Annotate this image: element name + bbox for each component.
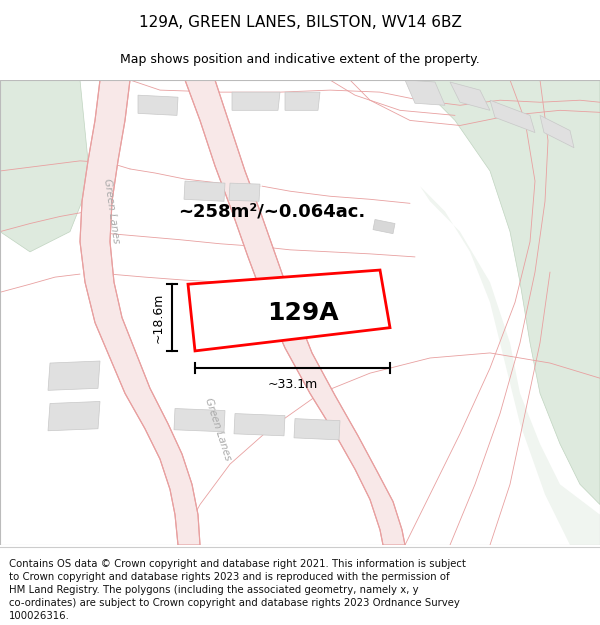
Text: ~18.6m: ~18.6m	[151, 292, 164, 342]
Polygon shape	[540, 116, 574, 148]
Polygon shape	[450, 82, 490, 111]
Text: to Crown copyright and database rights 2023 and is reproduced with the permissio: to Crown copyright and database rights 2…	[9, 572, 449, 582]
Text: 129A: 129A	[268, 301, 339, 325]
Polygon shape	[138, 95, 178, 116]
Polygon shape	[267, 290, 300, 309]
Polygon shape	[229, 183, 260, 201]
Polygon shape	[174, 409, 225, 432]
Polygon shape	[185, 80, 405, 545]
Text: Contains OS data © Crown copyright and database right 2021. This information is : Contains OS data © Crown copyright and d…	[9, 559, 466, 569]
Polygon shape	[0, 80, 90, 252]
Polygon shape	[232, 92, 280, 111]
Polygon shape	[221, 286, 262, 306]
Text: Green Lanes: Green Lanes	[103, 178, 122, 244]
Text: 100026316.: 100026316.	[9, 611, 70, 621]
Text: Map shows position and indicative extent of the property.: Map shows position and indicative extent…	[120, 54, 480, 66]
Polygon shape	[184, 181, 225, 201]
Polygon shape	[420, 186, 600, 545]
Polygon shape	[48, 361, 100, 391]
Text: ~33.1m: ~33.1m	[268, 378, 317, 391]
Text: ~258m²/~0.064ac.: ~258m²/~0.064ac.	[178, 202, 365, 221]
Polygon shape	[490, 100, 535, 132]
Polygon shape	[234, 414, 285, 436]
Polygon shape	[188, 270, 390, 351]
Polygon shape	[48, 401, 100, 431]
Polygon shape	[415, 80, 600, 504]
Polygon shape	[294, 419, 340, 440]
Polygon shape	[80, 80, 200, 545]
Polygon shape	[285, 92, 320, 111]
Text: Green Lanes: Green Lanes	[203, 396, 233, 461]
Polygon shape	[373, 219, 395, 234]
Text: HM Land Registry. The polygons (including the associated geometry, namely x, y: HM Land Registry. The polygons (includin…	[9, 586, 419, 596]
Text: co-ordinates) are subject to Crown copyright and database rights 2023 Ordnance S: co-ordinates) are subject to Crown copyr…	[9, 598, 460, 608]
Text: 129A, GREEN LANES, BILSTON, WV14 6BZ: 129A, GREEN LANES, BILSTON, WV14 6BZ	[139, 15, 461, 30]
Polygon shape	[405, 80, 445, 105]
